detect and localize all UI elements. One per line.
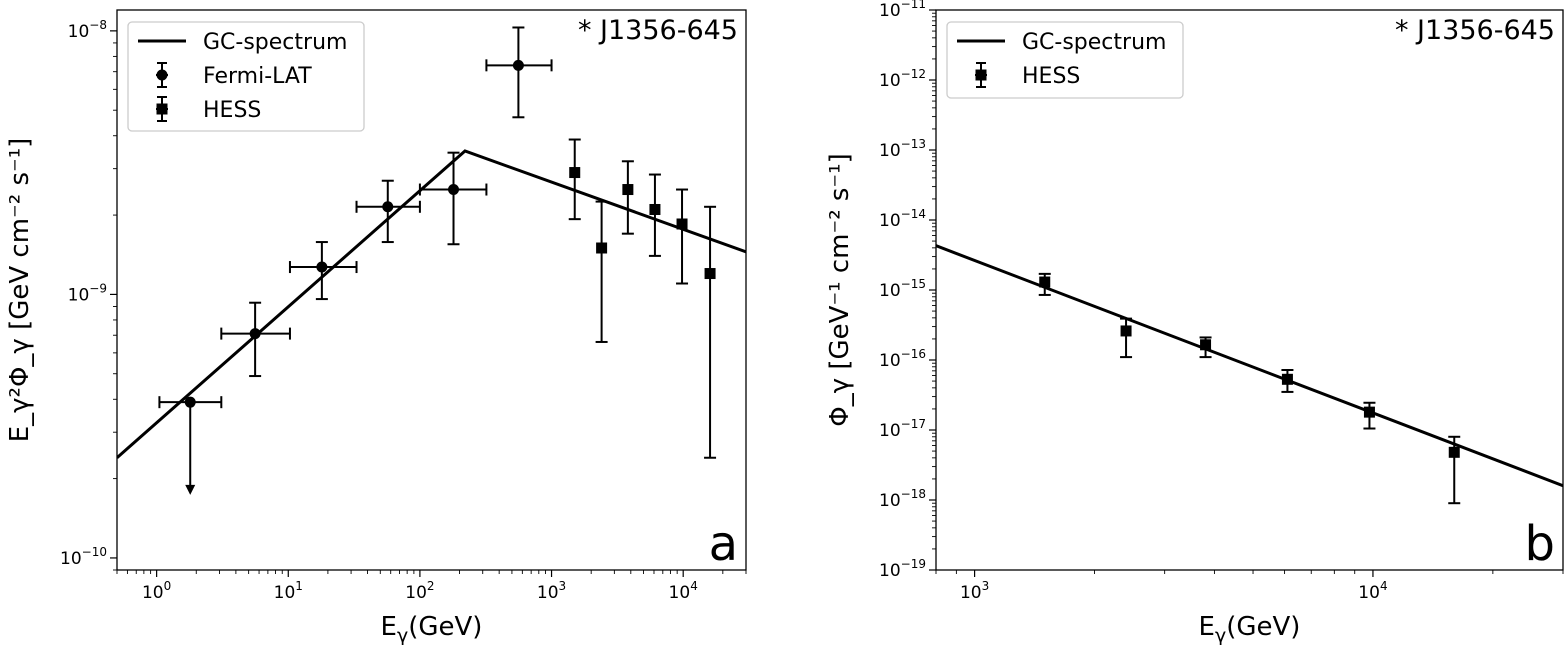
- y-tick-label: 10−17: [879, 417, 926, 441]
- data-point-square: [1281, 373, 1293, 385]
- y-tick-label: 10−14: [879, 207, 926, 231]
- legend-label: HESS: [203, 98, 261, 123]
- y-tick-label: 10−15: [879, 277, 926, 301]
- x-axis-title: Eγ(GeV): [1199, 612, 1301, 645]
- y-tick-label: 10−16: [879, 347, 926, 371]
- panel-label: a: [709, 516, 738, 572]
- x-tick-label: 104: [1358, 579, 1387, 603]
- x-tick-label: 101: [274, 579, 303, 603]
- data-point-circle: [448, 184, 460, 196]
- gc-spectrum-line: [117, 149, 746, 459]
- y-tick-label: 10−18: [879, 487, 926, 511]
- data-point-square: [1120, 325, 1132, 337]
- x-tick-label: 103: [960, 579, 989, 603]
- data-point-square: [676, 218, 688, 230]
- y-axis-title: E_γ²Φ_γ [GeV cm⁻² s⁻¹]: [5, 138, 35, 443]
- legend-box: [127, 21, 365, 132]
- data-point-square: [649, 203, 661, 215]
- x-tick-label: 102: [405, 579, 434, 603]
- gc-spectrum-line: [936, 244, 1563, 488]
- data-point-circle: [249, 328, 261, 340]
- plot-area: [936, 244, 1563, 505]
- data-point-circle: [184, 396, 196, 408]
- plot-frame: [116, 9, 747, 571]
- legend-label: GC-spectrum: [1022, 30, 1166, 55]
- legend: GC-spectrum Fermi-LAT HESS: [127, 21, 365, 132]
- y-tick-label: 10−12: [879, 67, 926, 91]
- data-point-circle: [382, 201, 394, 213]
- x-tick-label: 103: [537, 579, 566, 603]
- series-hess: [568, 138, 717, 459]
- chart-panel-a: 100 101 102 103 104 10−10 10−9 10−8 GC-spectrum F…: [5, 9, 747, 645]
- data-point-square: [569, 167, 581, 179]
- legend-marker-square: [975, 69, 987, 81]
- data-point-circle: [512, 59, 524, 71]
- y-tick-label: 10−10: [60, 545, 107, 569]
- legend-label: GC-spectrum: [203, 30, 347, 55]
- data-point-square: [1039, 276, 1051, 288]
- data-point-square: [622, 184, 634, 196]
- data-point-square: [596, 242, 608, 254]
- legend-label: HESS: [1022, 64, 1080, 89]
- y-tick-label: 10−9: [68, 281, 107, 305]
- series-hess: [1038, 272, 1461, 505]
- legend-marker-circle: [156, 69, 168, 81]
- y-tick-label: 10−11: [879, 0, 926, 21]
- source-label: * J1356-645: [1395, 15, 1555, 46]
- data-point-circle: [316, 261, 328, 273]
- x-tick-label: 104: [669, 579, 698, 603]
- y-tick-label: 10−8: [68, 18, 107, 42]
- legend: GC-spectrum HESS: [946, 21, 1184, 99]
- source-label: * J1356-645: [578, 15, 738, 46]
- x-tick-label: 100: [142, 579, 171, 603]
- legend-marker-square: [156, 103, 168, 115]
- y-tick-label: 10−13: [879, 137, 926, 161]
- y-axis-title: Φ_γ [GeV⁻¹ cm⁻² s⁻¹]: [825, 153, 855, 426]
- chart-panel-b: 103 104 10−19 10−18 10−17 10−16 10−15 10−14 10−1…: [825, 0, 1564, 645]
- data-point-square: [1200, 339, 1212, 351]
- panel-label: b: [1525, 516, 1555, 572]
- legend-box: [946, 21, 1184, 99]
- upper-limit-arrow: [185, 484, 196, 495]
- legend-label: Fermi-LAT: [203, 64, 312, 89]
- data-point-square: [1448, 446, 1460, 458]
- series-fermi-lat: [158, 26, 553, 495]
- plot-area: [117, 26, 746, 495]
- x-axis-title: Eγ(GeV): [381, 612, 483, 645]
- data-point-square: [704, 268, 716, 280]
- data-point-square: [1363, 406, 1375, 418]
- y-tick-label: 10−19: [879, 557, 926, 581]
